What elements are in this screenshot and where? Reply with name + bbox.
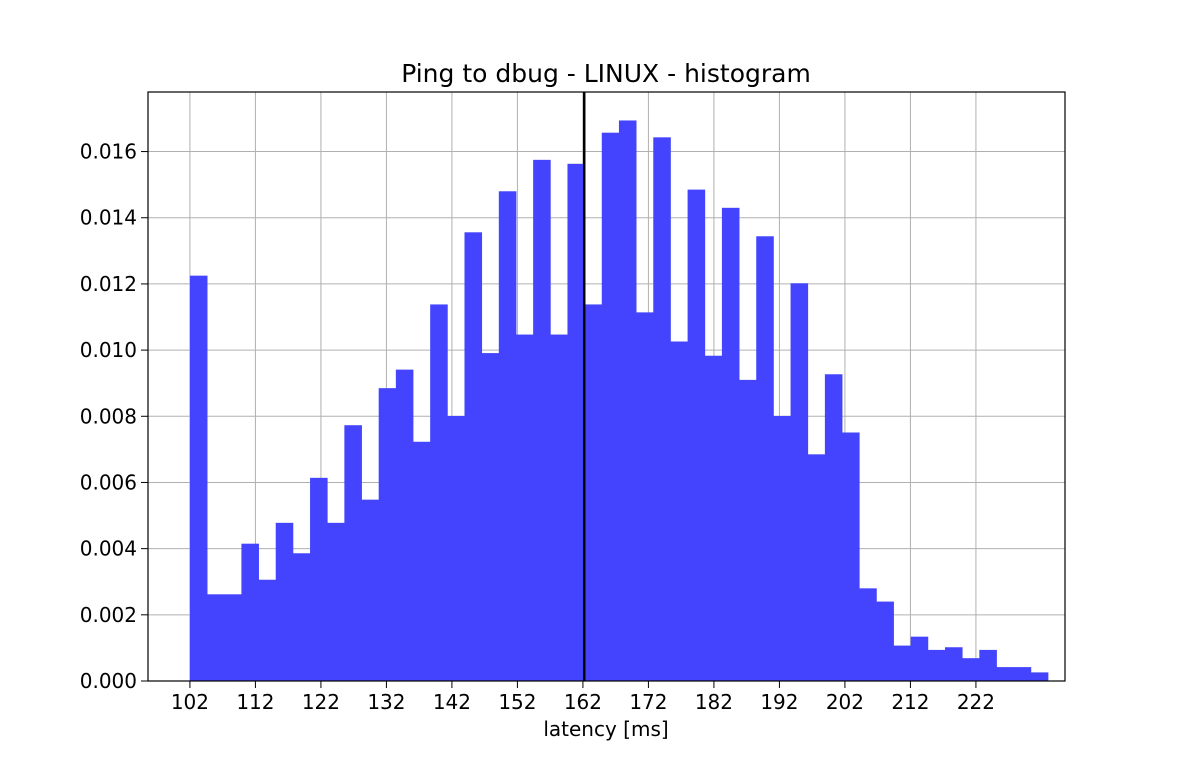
histogram-bar	[1013, 667, 1032, 681]
histogram-bar	[327, 522, 345, 681]
histogram-bar	[996, 667, 1015, 681]
x-tick-label: 122	[302, 690, 340, 714]
histogram-bar	[670, 341, 688, 681]
x-tick-label: 222	[957, 690, 995, 714]
histogram-bar	[636, 312, 654, 681]
histogram-bar	[258, 579, 277, 681]
x-tick-label: 112	[236, 690, 274, 714]
histogram-bar	[498, 191, 517, 682]
histogram-bar	[618, 120, 637, 682]
chart-title: Ping to dbug - LINUX - histogram	[401, 59, 811, 88]
histogram-bar	[533, 159, 551, 681]
x-tick-label: 142	[433, 690, 471, 714]
y-tick-label: 0.012	[80, 272, 137, 296]
y-tick-label: 0.006	[80, 470, 137, 494]
histogram-bar	[292, 553, 311, 681]
histogram-bar	[207, 594, 225, 681]
histogram-bar	[481, 353, 500, 681]
histogram-bar	[567, 163, 586, 681]
x-tick-label: 152	[498, 690, 536, 714]
x-tick-label: 102	[171, 690, 209, 714]
x-tick-label: 202	[826, 690, 864, 714]
histogram-bar	[515, 334, 534, 681]
histogram-bar	[687, 189, 706, 681]
histogram-bar	[224, 594, 242, 681]
histogram-bar	[842, 432, 860, 681]
histogram-bar	[361, 499, 380, 681]
histogram-bar	[413, 441, 431, 681]
histogram-bar	[962, 658, 980, 681]
histogram-bar	[893, 645, 912, 681]
histogram-bar	[653, 137, 671, 682]
y-tick-label: 0.008	[80, 404, 137, 428]
histogram-bar	[189, 275, 208, 681]
x-tick-label: 192	[760, 690, 798, 714]
histogram-bar	[310, 477, 328, 681]
y-tick-label: 0.016	[80, 140, 137, 164]
histogram-bar	[464, 232, 483, 681]
histogram-bar	[945, 647, 963, 681]
histogram-bar	[275, 522, 294, 681]
x-axis-label: latency [ms]	[543, 717, 668, 741]
x-tick-label: 182	[695, 690, 733, 714]
histogram-bars	[189, 120, 1049, 682]
histogram-bar	[601, 132, 620, 681]
histogram-bar	[859, 588, 877, 681]
histogram-bar	[344, 425, 362, 681]
x-tick-label: 132	[367, 690, 405, 714]
histogram-bar	[378, 388, 397, 681]
histogram-bar	[704, 355, 723, 681]
histogram-bar	[550, 334, 568, 681]
histogram-bar	[807, 454, 826, 681]
histogram-bar	[876, 601, 894, 681]
histogram-bar	[447, 415, 465, 681]
histogram-bar	[721, 207, 740, 681]
histogram-bar	[1030, 672, 1049, 681]
y-axis-ticks: 0.000 0.002 0.004 0.006 0.008 0.010 0.012 0.014…	[80, 140, 148, 693]
y-tick-label: 0.014	[80, 206, 137, 230]
x-tick-label: 162	[564, 690, 602, 714]
x-tick-label: 172	[629, 690, 667, 714]
histogram-bar	[241, 543, 259, 681]
y-tick-label: 0.004	[80, 537, 137, 561]
histogram-bar	[395, 369, 414, 681]
y-tick-label: 0.000	[80, 669, 137, 693]
histogram-bar	[979, 649, 997, 681]
x-axis-ticks: 102 112 122 132 142 152 162 172 182 192 202 212 222	[171, 681, 995, 714]
plot-frame	[147, 91, 1066, 682]
histogram-bar	[773, 415, 791, 681]
histogram-bar	[756, 236, 774, 681]
histogram-bar	[584, 304, 603, 681]
y-tick-label: 0.010	[80, 338, 137, 362]
histogram-bar	[910, 636, 929, 681]
y-tick-label: 0.002	[80, 603, 137, 627]
x-tick-label: 212	[891, 690, 929, 714]
histogram-bar	[790, 283, 809, 681]
histogram-bar	[824, 374, 843, 681]
histogram-bar	[927, 649, 946, 681]
histogram-bar	[430, 304, 448, 681]
histogram-bar	[739, 379, 757, 681]
